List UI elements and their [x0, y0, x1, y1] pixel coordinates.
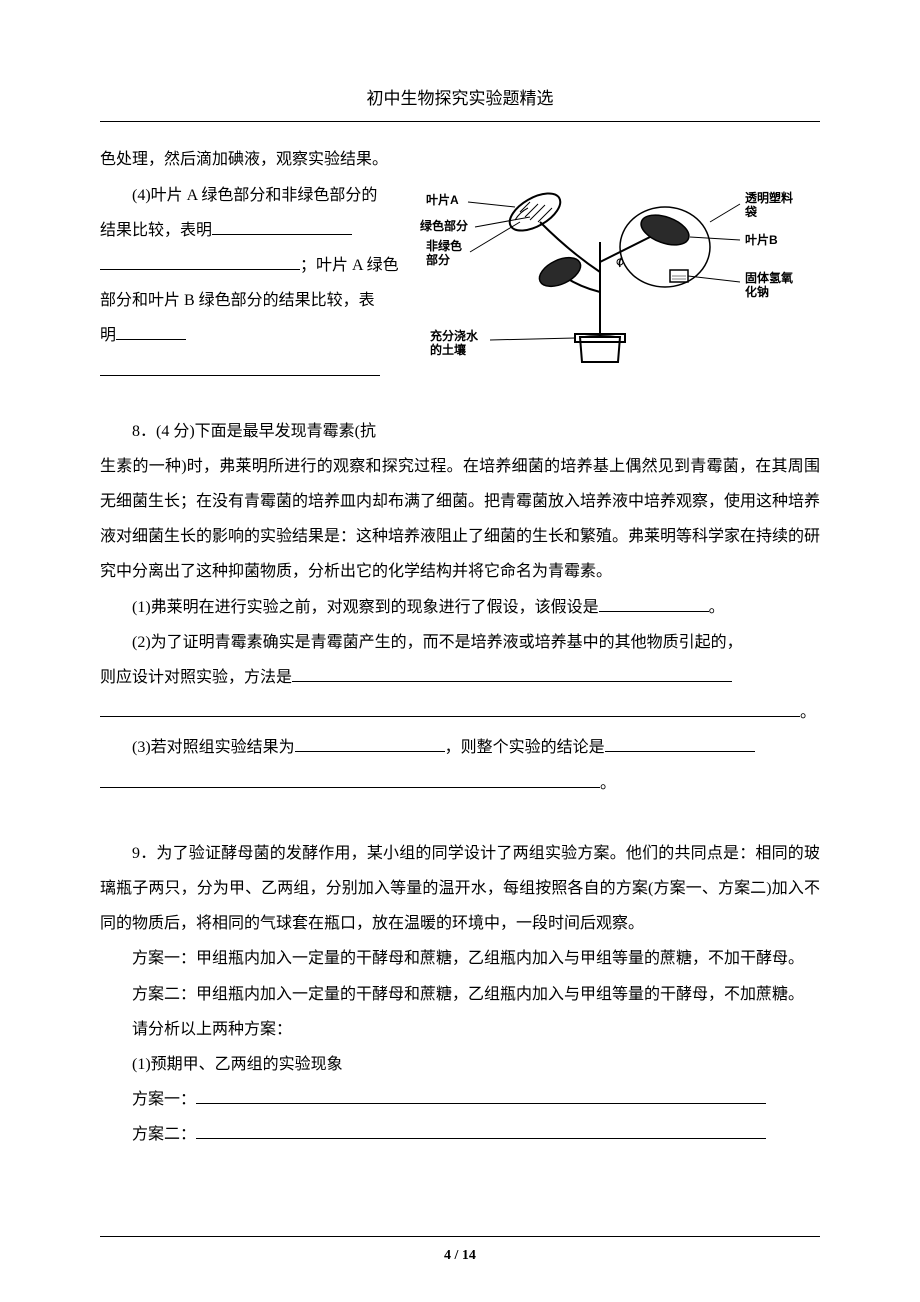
blank: [196, 1123, 766, 1139]
q9-body: 9．为了验证酵母菌的发酵作用，某小组的同学设计了两组实验方案。他们的共同点是：相…: [100, 836, 820, 1153]
q7-q4-p5: 明: [100, 318, 410, 353]
header-divider: [100, 121, 820, 122]
label-nongreen1: 非绿色: [426, 238, 462, 253]
plant-diagram: 叶片A 绿色部分 非绿色 部分 充分浇水 的土壤 透明塑料 袋 叶片B 固体氢氧…: [420, 162, 820, 392]
q8-intro1: 8．(4 分)下面是最早发现青霉素(抗: [100, 414, 410, 449]
content: 叶片A 绿色部分 非绿色 部分 充分浇水 的土壤 透明塑料 袋 叶片B 固体氢氧…: [100, 142, 820, 1152]
q8-intro-narrow: 8．(4 分)下面是最早发现青霉素(抗: [100, 414, 410, 449]
q9-plan2-ans: 方案二：: [100, 1117, 820, 1152]
label-soil2: 的土壤: [430, 342, 467, 357]
q8-q2-p2: 则应设计对照实验，方法是: [100, 660, 820, 695]
page-footer: 4 / 14: [0, 1236, 920, 1272]
q9-plan1: 方案一：甲组瓶内加入一定量的干酵母和蔗糖，乙组瓶内加入与甲组等量的蔗糖，不加干酵…: [100, 941, 820, 976]
blank: [100, 360, 380, 376]
footer-divider: [100, 1236, 820, 1237]
label-bag1: 透明塑料: [745, 190, 793, 205]
q8-body: 生素的一种)时，弗莱明所进行的观察和探究过程。在培养细菌的培养基上偶然见到青霉菌…: [100, 449, 820, 801]
q7-line1: 色处理，然后滴加碘液，观察实验结果。: [100, 142, 410, 177]
q7-q4-p1: (4)叶片 A 绿色部分和非绿色部分的: [100, 178, 410, 213]
blank: [212, 219, 352, 235]
q8-q2-blank: 。: [100, 695, 820, 730]
q9-q1: (1)预期甲、乙两组的实验现象: [100, 1047, 820, 1082]
label-soil1: 充分浇水: [430, 328, 479, 343]
page-number: 4 / 14: [444, 1248, 476, 1263]
blank: [100, 772, 600, 788]
q8-intro2: 生素的一种)时，弗莱明所进行的观察和探究过程。在培养细菌的培养基上偶然见到青霉菌…: [100, 449, 820, 590]
label-nongreen2: 部分: [426, 252, 450, 267]
q7-q4-p2: 结果比较，表明: [100, 213, 410, 248]
q7-q4-p3: ；叶片 A 绿色: [100, 248, 410, 283]
blank: [599, 596, 709, 612]
q7-q4-p4: 部分和叶片 B 绿色部分的结果比较，表: [100, 283, 410, 318]
label-naoh2: 化钠: [745, 284, 769, 299]
q9-plan2: 方案二：甲组瓶内加入一定量的干酵母和蔗糖，乙组瓶内加入与甲组等量的干酵母，不加蔗…: [100, 977, 820, 1012]
q8-q2-p1: (2)为了证明青霉素确实是青霉菌产生的，而不是培养液或培养基中的其他物质引起的，: [100, 625, 820, 660]
q9-analyze: 请分析以上两种方案：: [100, 1012, 820, 1047]
q7-blank-line: [100, 354, 410, 389]
q8-q1: (1)弗莱明在进行实验之前，对观察到的现象进行了假设，该假设是。: [100, 590, 820, 625]
label-bag2: 袋: [744, 204, 758, 219]
spacer: [100, 389, 820, 414]
q9-plan1-ans: 方案一：: [100, 1082, 820, 1117]
blank: [116, 324, 186, 340]
blank: [605, 736, 755, 752]
page-header: 初中生物探究实验题精选: [100, 80, 820, 122]
label-naoh1: 固体氢氧: [745, 270, 793, 285]
q7-continuation: 色处理，然后滴加碘液，观察实验结果。 (4)叶片 A 绿色部分和非绿色部分的 结…: [100, 142, 410, 388]
header-title: 初中生物探究实验题精选: [100, 80, 820, 117]
label-green: 绿色部分: [420, 218, 468, 233]
q8-q3-blank: 。: [100, 766, 820, 801]
blank: [295, 736, 445, 752]
label-leaf-a: 叶片A: [426, 192, 459, 207]
q9-intro: 9．为了验证酵母菌的发酵作用，某小组的同学设计了两组实验方案。他们的共同点是：相…: [100, 836, 820, 942]
label-leaf-b: 叶片B: [745, 232, 778, 247]
blank: [100, 701, 800, 717]
blank: [196, 1088, 766, 1104]
spacer: [100, 801, 820, 836]
blank: [292, 666, 732, 682]
q8-q3: (3)若对照组实验结果为，则整个实验的结论是: [100, 730, 820, 765]
blank: [100, 254, 300, 270]
